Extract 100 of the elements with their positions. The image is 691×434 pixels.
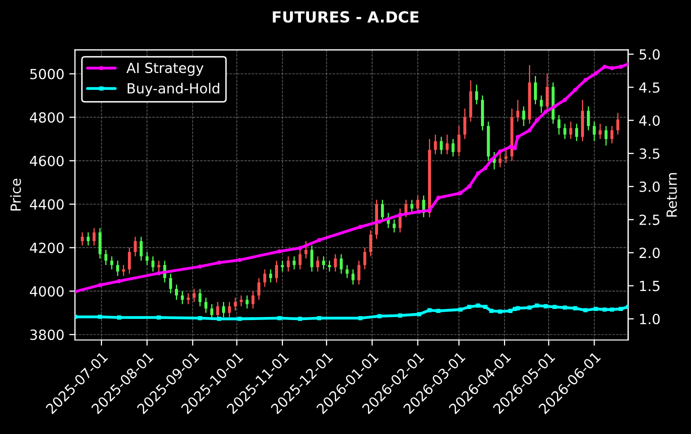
candlestick — [440, 136, 443, 155]
point — [618, 64, 623, 69]
y2-tick-label: 1.0 — [640, 314, 660, 324]
candlestick — [210, 304, 214, 320]
point — [562, 305, 567, 310]
point — [594, 71, 598, 76]
candlestick — [275, 260, 278, 283]
point — [458, 307, 462, 312]
line-series — [74, 62, 628, 294]
point — [398, 212, 402, 218]
candlestick — [246, 294, 249, 310]
candlestick — [610, 125, 614, 144]
candlestick — [92, 228, 96, 246]
candlestick — [80, 232, 84, 246]
candlestick — [228, 301, 231, 318]
point — [238, 258, 242, 262]
point — [198, 264, 202, 269]
point — [417, 312, 422, 316]
point — [527, 128, 532, 132]
point — [217, 260, 222, 265]
point — [467, 304, 472, 309]
y-axis-title: Price — [10, 178, 21, 211]
point — [458, 191, 462, 196]
point — [483, 304, 488, 309]
candlestick — [198, 288, 202, 307]
point — [489, 308, 494, 313]
candlestick — [434, 134, 437, 155]
y-tick-label: 4600 — [30, 156, 64, 166]
candlestick — [169, 273, 172, 294]
point — [156, 315, 161, 320]
y2-tick-label: 2.0 — [640, 248, 660, 258]
point — [618, 306, 623, 311]
point — [298, 246, 302, 250]
candlestick — [86, 232, 90, 246]
point — [489, 158, 494, 162]
candlestick — [104, 249, 108, 266]
point — [498, 149, 502, 154]
point — [544, 304, 548, 308]
candlestick — [558, 114, 560, 136]
candlestick — [222, 301, 226, 318]
candlestick — [328, 260, 331, 272]
candlestick — [522, 106, 526, 127]
line-series — [74, 304, 628, 321]
point — [436, 196, 440, 200]
candlestick — [140, 236, 143, 262]
candlestick — [457, 125, 460, 157]
point — [516, 134, 520, 139]
candlestick — [292, 256, 296, 270]
candlestick — [304, 240, 308, 260]
point — [610, 307, 614, 312]
point — [277, 316, 282, 320]
point — [508, 144, 513, 149]
point — [358, 316, 362, 320]
point — [238, 316, 242, 321]
point — [277, 249, 282, 254]
candlestick — [151, 256, 154, 272]
point — [117, 279, 122, 284]
candlestick — [122, 264, 125, 276]
y2-tick-label: 5.0 — [640, 49, 660, 60]
candlestick — [575, 123, 578, 142]
point — [317, 316, 322, 320]
point — [476, 171, 480, 176]
candlestick — [410, 199, 414, 214]
point — [512, 146, 517, 150]
legend-label: Buy-and-Hold — [128, 82, 220, 96]
candlestick — [592, 121, 596, 142]
candlestick — [363, 247, 366, 270]
y2-tick-label: 3.0 — [640, 181, 660, 192]
candlestick — [616, 112, 620, 136]
candlestick — [463, 108, 466, 140]
candlestick — [504, 147, 508, 164]
point — [74, 290, 78, 294]
candlestick — [186, 292, 190, 305]
candlestick — [252, 290, 254, 310]
point — [594, 306, 598, 311]
candlestick — [446, 134, 449, 155]
point — [534, 304, 539, 308]
candlestick — [498, 151, 502, 168]
y-tick-label: 4800 — [30, 112, 64, 123]
candlestick — [180, 290, 184, 305]
candlestick — [404, 199, 408, 218]
candlestick — [310, 244, 314, 272]
candlestick — [269, 268, 272, 283]
candlestick — [240, 294, 243, 307]
point — [573, 88, 578, 92]
point — [544, 110, 548, 114]
point — [583, 78, 588, 82]
point — [358, 224, 362, 229]
candlestick — [116, 260, 120, 276]
point — [417, 210, 422, 214]
point — [527, 305, 532, 310]
candlestick — [475, 84, 478, 105]
point — [552, 304, 557, 309]
y2-tick-label: 4.0 — [639, 115, 660, 126]
candlestick — [540, 94, 543, 114]
point — [398, 313, 402, 318]
point — [516, 306, 520, 310]
candlestick — [204, 297, 208, 314]
chart-title: FUTURES - A.DCE — [272, 11, 418, 23]
y2-axis-title: Return — [666, 173, 677, 217]
